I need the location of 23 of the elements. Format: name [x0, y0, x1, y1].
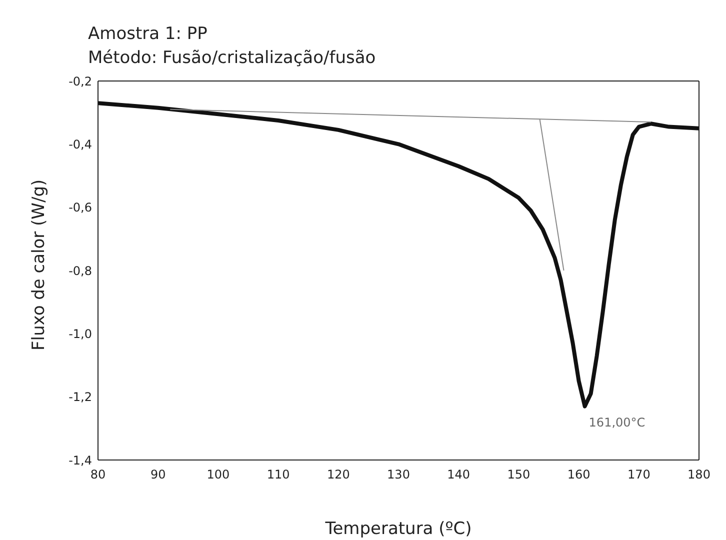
- x-tick-label: 170: [627, 468, 650, 482]
- x-tick-label: 120: [326, 468, 350, 482]
- y-tick-label: -1,0: [68, 326, 92, 341]
- y-tick-label: -0,2: [68, 74, 92, 88]
- x-tick-label: 130: [387, 468, 410, 482]
- x-tick-label: 100: [206, 468, 230, 482]
- x-tick-label: 140: [447, 468, 470, 482]
- y-tick-label: -1,2: [68, 390, 92, 404]
- y-tick-label: -1,4: [68, 453, 92, 468]
- x-tick-label: 80: [90, 468, 106, 482]
- y-tick-label: -0,8: [68, 264, 92, 278]
- annotation: 161,00°C: [588, 415, 646, 430]
- x-axis-title: Temperatura (ºC): [324, 519, 472, 539]
- x-tick-label: 90: [150, 468, 166, 482]
- x-tick-label: 180: [688, 468, 710, 482]
- y-tick-label: -0,4: [68, 137, 92, 152]
- y-tick-label: -0,6: [68, 200, 92, 215]
- x-tick-label: 110: [266, 468, 290, 482]
- chart-title: Amostra 1: PP: [88, 23, 208, 46]
- x-tick-label: 150: [507, 468, 530, 482]
- y-axis-title: Fluxo de calor (W/g): [29, 179, 50, 350]
- x-tick-label: 160: [567, 468, 590, 482]
- chart-subtitle: Método: Fusão/cristalização/fusão: [88, 47, 377, 70]
